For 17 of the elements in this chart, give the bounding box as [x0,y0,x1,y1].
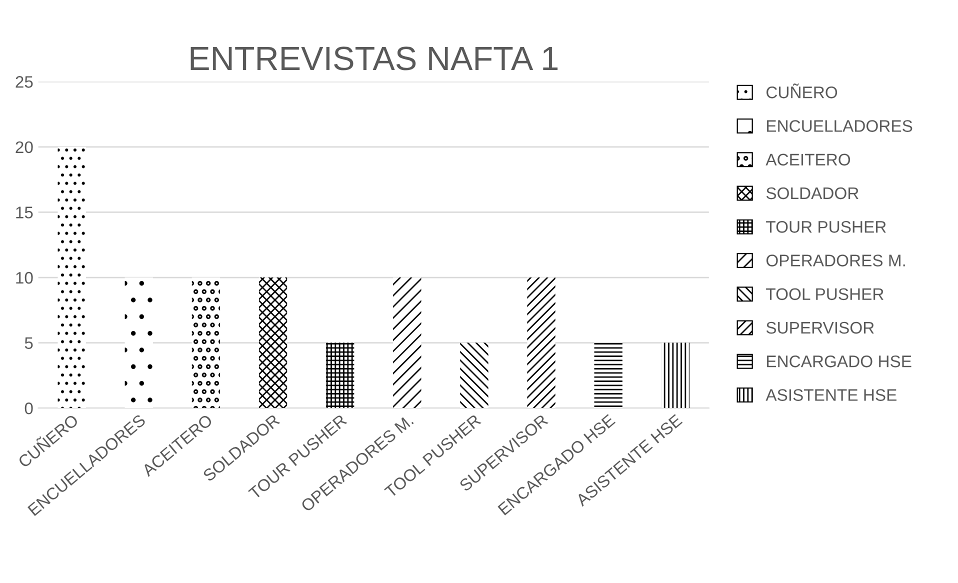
y-tick-label: 5 [24,337,33,350]
legend-label: OPERADORES M. [766,254,905,266]
y-tick-label: 25 [16,76,33,88]
legend-label: CUÑERO [766,84,838,98]
legend-label: TOUR PUSHER [766,221,886,233]
y-tick-label: 15 [16,206,33,218]
legend-label: ASISTENTE HSE [766,389,896,401]
legend-label: SUPERVISOR [766,322,874,334]
legend-label: ENCARGADO HSE [767,356,912,368]
y-tick-label: 0 [24,402,33,414]
legend-label: SOLDADOR [766,187,858,200]
legend-label: TOOL PUSHER [766,288,884,300]
y-tick-label: 20 [16,141,33,154]
legend-label: ACEITERO [766,154,850,166]
y-tick-label: 10 [16,272,33,284]
chart-title: ENTREVISTAS NAFTA 1 [190,46,558,70]
legend-label: ENCUELLADORES [767,120,912,132]
